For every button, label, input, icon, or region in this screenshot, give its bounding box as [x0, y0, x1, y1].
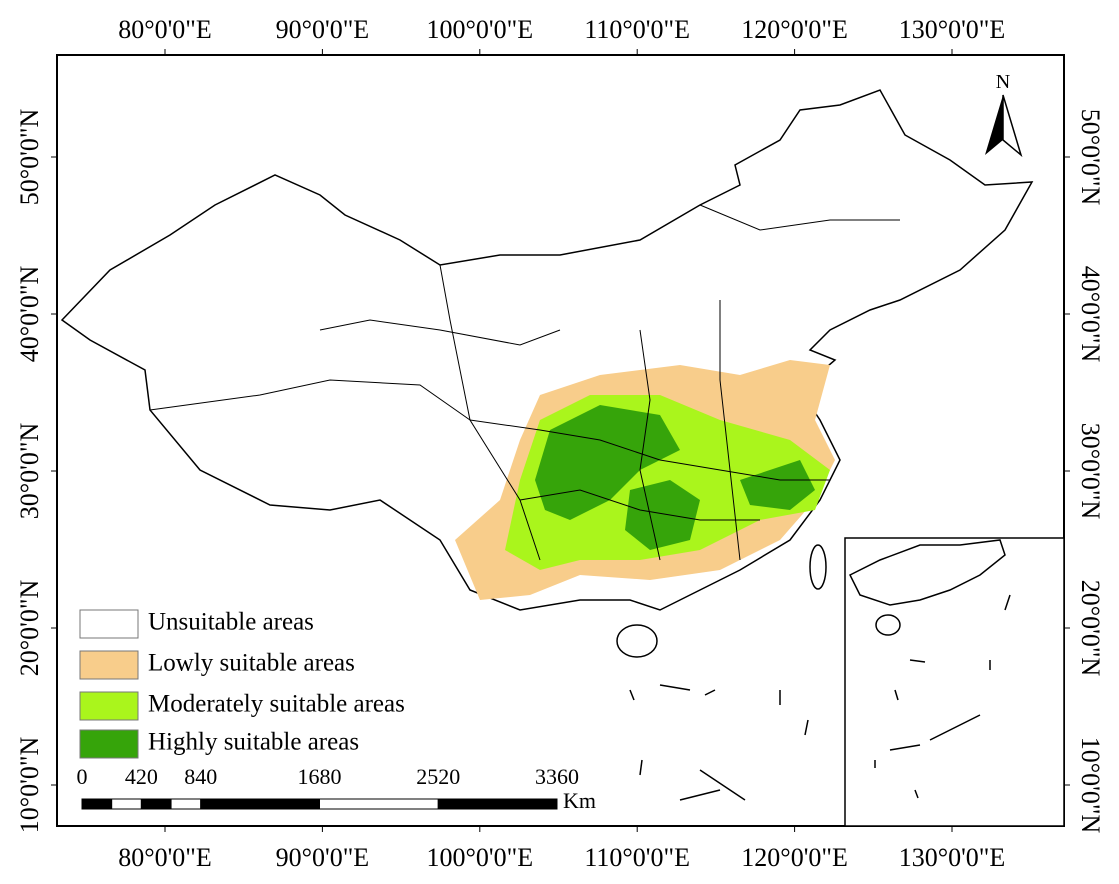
province-line: [469, 419, 830, 481]
province-line: [149, 379, 471, 421]
island: [1004, 594, 1011, 611]
island: [894, 689, 899, 701]
scale-segment: [170, 798, 202, 810]
province-line: [439, 264, 541, 561]
island: [804, 719, 809, 736]
island: [809, 544, 827, 590]
north-label: N: [996, 71, 1010, 93]
inset-island: [875, 614, 901, 636]
province-line: [519, 489, 760, 521]
island: [699, 769, 746, 801]
longitude-label: 110°0'0"E: [584, 843, 690, 872]
longitude-label: 80°0'0"E: [118, 843, 212, 872]
longitude-label: 130°0'0"E: [899, 843, 1006, 872]
island: [914, 789, 919, 799]
sea-islands: [629, 684, 809, 801]
latitude-label: 10°0'0"N: [15, 737, 44, 834]
legend-label: Unsuitable areas: [148, 609, 314, 636]
scale-unit: Km: [563, 788, 596, 813]
latitude-label: 50°0'0"N: [15, 109, 44, 206]
scale-label: 1680: [298, 764, 342, 789]
latitude-label: 50°0'0"N: [1076, 109, 1105, 206]
scale-label: 0: [77, 764, 88, 789]
island: [659, 684, 691, 691]
legend-swatch: [79, 609, 139, 639]
scale-segment: [140, 798, 172, 810]
latitude-label: 30°0'0"N: [15, 423, 44, 520]
scale-label: 2520: [416, 764, 460, 789]
province-line: [699, 204, 900, 231]
island: [909, 659, 926, 663]
north-arrow: [985, 95, 1003, 155]
inset-islands: [874, 594, 1011, 799]
legend-swatch: [79, 691, 139, 721]
latitude-label: 40°0'0"N: [15, 266, 44, 363]
scale-label: 3360: [535, 764, 579, 789]
latitude-label: 20°0'0"N: [1076, 580, 1105, 677]
scale-label: 420: [125, 764, 158, 789]
longitude-label: 120°0'0"E: [741, 15, 848, 44]
scale-segment: [319, 798, 439, 810]
inset-coast: [848, 539, 1006, 606]
latitude-label: 10°0'0"N: [1076, 737, 1105, 834]
legend-label: Highly suitable areas: [148, 729, 359, 756]
province-line: [719, 300, 741, 561]
legend-swatch: [79, 729, 139, 759]
province-lines: [149, 204, 900, 561]
north-arrow: [1002, 94, 1023, 158]
island: [889, 744, 921, 751]
province-line: [639, 329, 661, 561]
scale-label: 840: [184, 764, 217, 789]
scale-segment: [200, 798, 320, 810]
scale-segment: [437, 798, 558, 810]
longitude-label: 100°0'0"E: [427, 843, 534, 872]
island: [929, 714, 981, 741]
legend-label: Lowly suitable areas: [148, 650, 355, 677]
longitude-label: 100°0'0"E: [427, 15, 534, 44]
scale-segment: [81, 798, 113, 810]
island: [679, 789, 721, 801]
island: [639, 759, 643, 776]
scale-segment: [111, 798, 142, 810]
longitude-label: 120°0'0"E: [741, 843, 848, 872]
longitude-label: 110°0'0"E: [584, 15, 690, 44]
latitude-label: 40°0'0"N: [1076, 266, 1105, 363]
island: [629, 689, 635, 701]
island: [704, 689, 716, 696]
legend-swatch: [79, 650, 139, 680]
latitude-label: 20°0'0"N: [15, 580, 44, 677]
longitude-label: 90°0'0"E: [276, 843, 370, 872]
island: [616, 624, 658, 658]
longitude-label: 130°0'0"E: [899, 15, 1006, 44]
longitude-label: 80°0'0"E: [118, 15, 212, 44]
province-line: [319, 319, 561, 346]
longitude-label: 90°0'0"E: [276, 15, 370, 44]
legend-label: Moderately suitable areas: [148, 691, 405, 718]
latitude-label: 30°0'0"N: [1076, 423, 1105, 520]
